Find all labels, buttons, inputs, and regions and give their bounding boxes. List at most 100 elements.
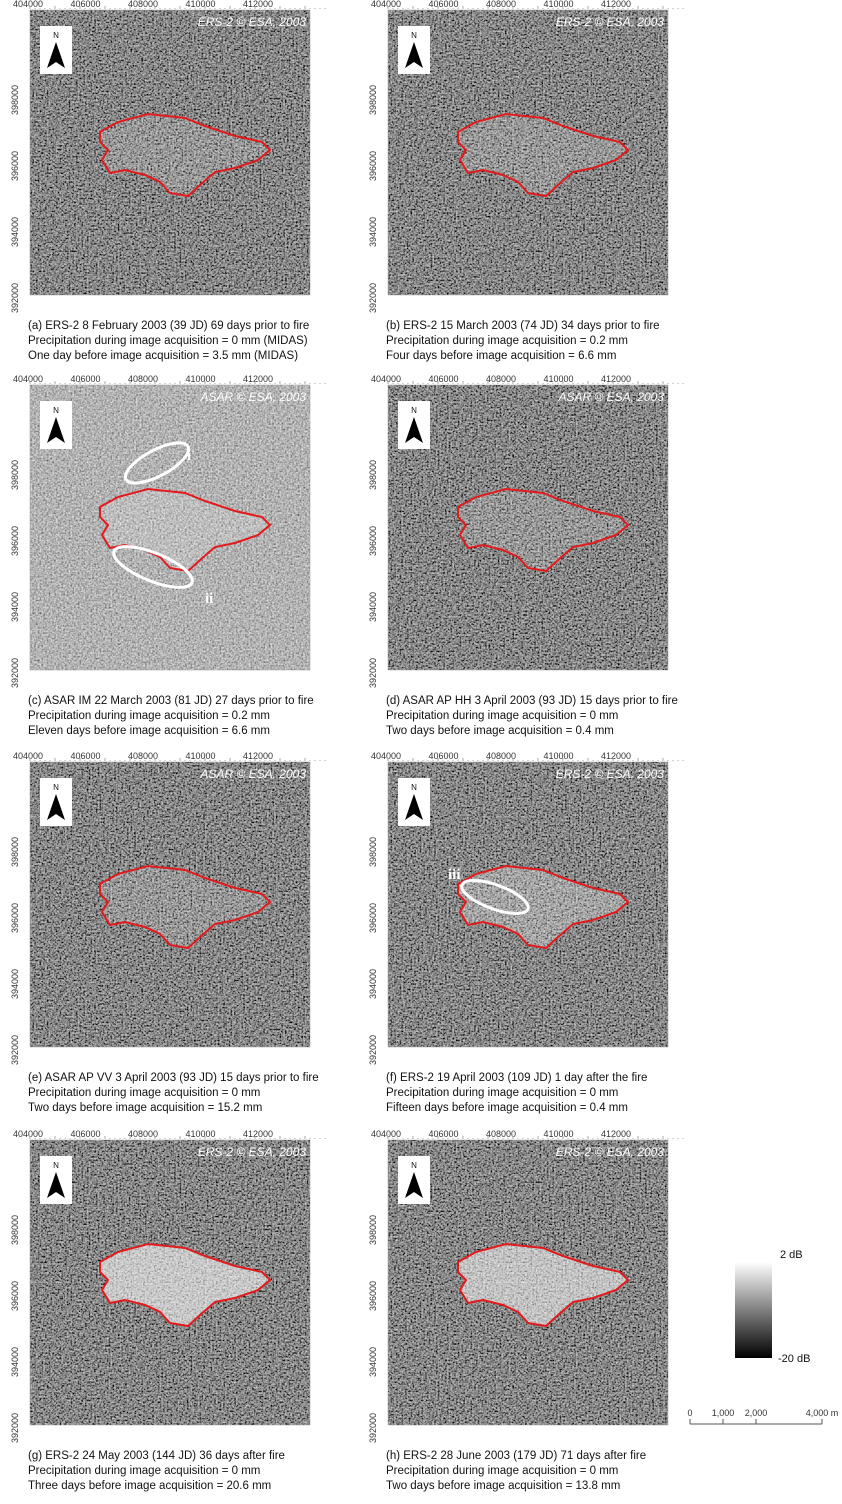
map-panel: 404000 406000 408000 410000 412000 398000 3960… <box>368 374 683 737</box>
caption-line: (b) ERS-2 15 March 2003 (74 JD) 34 days … <box>386 320 660 332</box>
caption-line: Precipitation during image acquisition =… <box>386 1465 618 1477</box>
x-tick-label: 410000 <box>543 0 573 9</box>
caption-line: Two days before image acquisition = 0.4 … <box>386 725 614 737</box>
north-label: N <box>411 31 417 40</box>
x-tick-label: 406000 <box>428 374 458 384</box>
legend-max: 2 dB <box>780 1249 803 1261</box>
caption-line: Precipitation during image acquisition =… <box>386 710 618 722</box>
y-tick-label: 392000 <box>368 283 378 313</box>
y-tick-label: 394000 <box>368 592 378 622</box>
caption-line: Precipitation during image acquisition =… <box>386 335 628 347</box>
scale-label: 0 <box>687 1408 692 1418</box>
x-tick-label: 410000 <box>185 751 215 761</box>
y-tick-label: 396000 <box>10 526 20 556</box>
x-tick-label: 412000 <box>601 751 631 761</box>
caption-line: Three days before image acquisition = 20… <box>28 1480 271 1492</box>
y-tick-label: 392000 <box>368 1413 378 1443</box>
x-tick-label: 412000 <box>243 751 273 761</box>
y-tick-label: 396000 <box>10 903 20 933</box>
y-tick-label: 396000 <box>368 1281 378 1311</box>
watermark: ERS-2 © ESA, 2003 <box>556 15 665 29</box>
caption-line: (f) ERS-2 19 April 2003 (109 JD) 1 day a… <box>386 1072 647 1084</box>
x-tick-label: 404000 <box>13 374 43 384</box>
watermark: ASAR © ESA, 2003 <box>199 390 306 404</box>
y-tick-label: 392000 <box>10 1413 20 1443</box>
scale-label: 1,000 <box>712 1408 735 1418</box>
y-tick-label: 392000 <box>10 1035 20 1065</box>
y-tick-label: 398000 <box>368 85 378 115</box>
x-tick-label: 408000 <box>486 374 516 384</box>
x-tick-label: 410000 <box>543 374 573 384</box>
caption-line: Precipitation during image acquisition =… <box>386 1087 618 1099</box>
legend-min: -20 dB <box>778 1353 810 1365</box>
x-tick-label: 412000 <box>243 1129 273 1139</box>
x-tick-label: 404000 <box>13 0 43 9</box>
caption-line: (h) ERS-2 28 June 2003 (179 JD) 71 days … <box>386 1450 646 1462</box>
x-tick-label: 404000 <box>13 1129 43 1139</box>
north-label: N <box>53 31 59 40</box>
x-tick-label: 408000 <box>486 0 516 9</box>
x-tick-label: 408000 <box>128 1129 158 1139</box>
watermark: ERS-2 © ESA, 2003 <box>198 1145 307 1159</box>
y-tick-label: 394000 <box>10 592 20 622</box>
y-tick-label: 396000 <box>368 903 378 933</box>
caption-line: (a) ERS-2 8 February 2003 (39 JD) 69 day… <box>28 320 309 332</box>
y-tick-label: 396000 <box>368 526 378 556</box>
x-tick-label: 406000 <box>428 751 458 761</box>
y-tick-label: 394000 <box>368 217 378 247</box>
x-tick-label: 412000 <box>601 0 631 9</box>
y-tick-label: 398000 <box>10 1215 20 1245</box>
y-tick-label: 392000 <box>10 283 20 313</box>
y-tick-label: 394000 <box>368 1347 378 1377</box>
y-tick-label: 394000 <box>10 217 20 247</box>
y-tick-label: 394000 <box>10 1347 20 1377</box>
caption-line: Eleven days before image acquisition = 6… <box>28 725 270 737</box>
caption-line: Precipitation during image acquisition =… <box>28 1465 260 1477</box>
caption-line: (c) ASAR IM 22 March 2003 (81 JD) 27 day… <box>28 695 314 707</box>
x-tick-label: 406000 <box>428 0 458 9</box>
annotation-label: iii <box>448 867 461 883</box>
x-tick-label: 406000 <box>70 751 100 761</box>
y-tick-label: 394000 <box>368 969 378 999</box>
caption-line: (d) ASAR AP HH 3 April 2003 (93 JD) 15 d… <box>386 695 678 707</box>
x-tick-label: 406000 <box>428 1129 458 1139</box>
x-tick-label: 412000 <box>601 374 631 384</box>
x-tick-label: 404000 <box>371 0 401 9</box>
watermark: ERS-2 © ESA, 2003 <box>556 767 665 781</box>
y-tick-label: 394000 <box>10 969 20 999</box>
watermark: ASAR © ESA, 2003 <box>199 767 306 781</box>
y-tick-label: 392000 <box>368 1035 378 1065</box>
x-tick-label: 404000 <box>371 1129 401 1139</box>
x-tick-label: 408000 <box>128 0 158 9</box>
scale-label: 4,000 m <box>806 1408 839 1418</box>
map-panel: 4040004060004080004100004120003980003960… <box>10 1129 325 1492</box>
y-tick-label: 398000 <box>368 1215 378 1245</box>
y-tick-label: 396000 <box>368 151 378 181</box>
x-tick-label: 410000 <box>185 0 215 9</box>
watermark: ERS-2 © ESA, 2003 <box>198 15 307 29</box>
x-tick-label: 410000 <box>185 1129 215 1139</box>
north-label: N <box>53 783 59 792</box>
y-tick-label: 398000 <box>368 837 378 867</box>
x-tick-label: 406000 <box>70 1129 100 1139</box>
x-tick-label: 410000 <box>543 751 573 761</box>
x-tick-label: 406000 <box>70 374 100 384</box>
x-tick-label: 410000 <box>543 1129 573 1139</box>
x-tick-label: 404000 <box>371 374 401 384</box>
caption-line: (g) ERS-2 24 May 2003 (144 JD) 36 days a… <box>28 1450 285 1462</box>
map-panel: 404000 406000 408000 410000 412000 398000 3960… <box>368 0 683 362</box>
figure: 2 dB -20 dB 404000 406000 408000 410000 4120… <box>0 0 842 1499</box>
north-label: N <box>53 406 59 415</box>
north-label: N <box>411 783 417 792</box>
x-tick-label: 408000 <box>486 751 516 761</box>
x-tick-label: 408000 <box>486 1129 516 1139</box>
north-label: N <box>411 406 417 415</box>
y-tick-label: 392000 <box>368 658 378 688</box>
y-tick-label: 398000 <box>10 837 20 867</box>
y-tick-label: 398000 <box>368 460 378 490</box>
y-tick-label: 398000 <box>10 460 20 490</box>
x-tick-label: 404000 <box>13 751 43 761</box>
legend-ramp <box>735 1262 772 1358</box>
